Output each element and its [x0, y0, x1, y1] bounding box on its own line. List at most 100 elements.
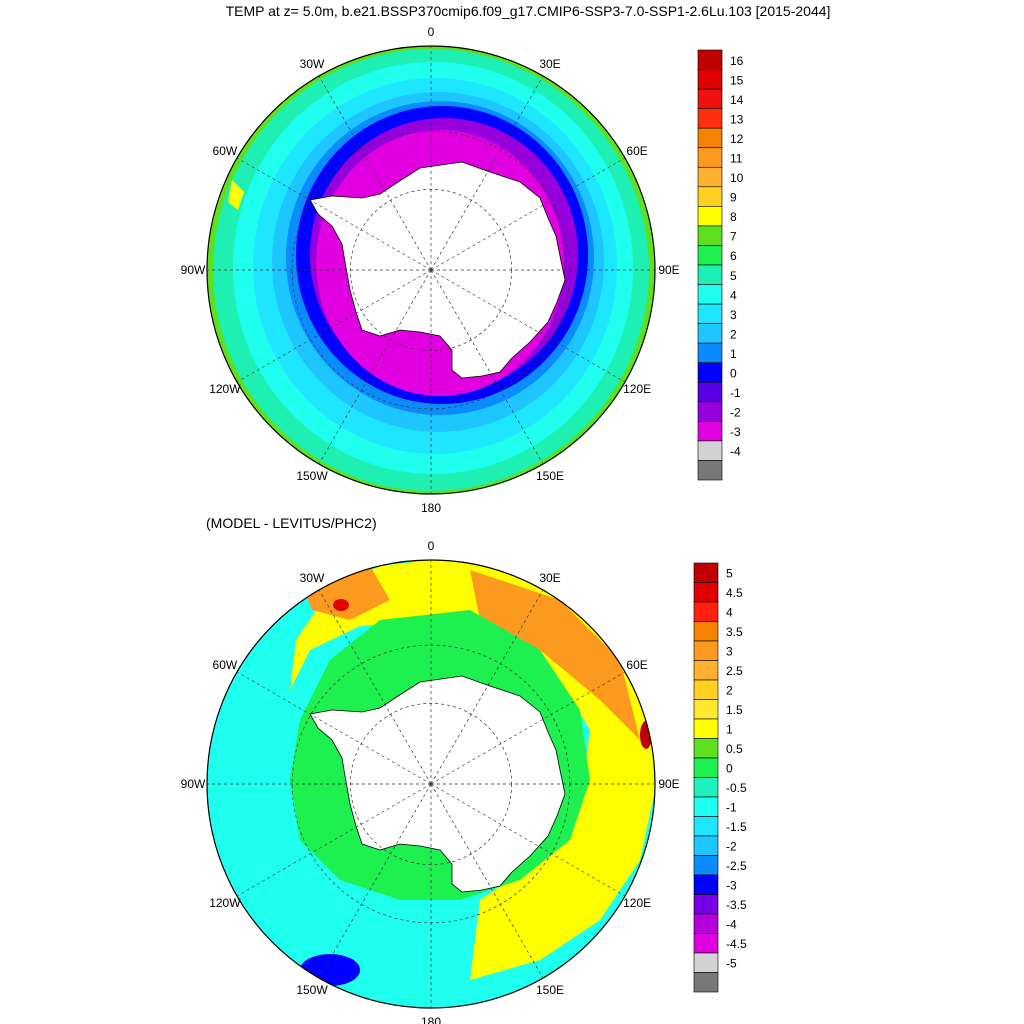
colorbar-label: 0.5 — [726, 742, 743, 756]
field-red-spot — [333, 599, 349, 611]
map-graticule — [207, 560, 655, 1008]
longitude-label: 0 — [428, 25, 435, 39]
colorbar-swatch — [693, 913, 719, 934]
colorbar-label: 3.5 — [726, 625, 743, 639]
colorbar-label: 7 — [730, 230, 737, 244]
colorbar-swatch — [697, 421, 723, 442]
colorbar-label: 9 — [730, 191, 737, 205]
longitude-label: 60W — [213, 658, 238, 672]
longitude-label: 90W — [181, 777, 206, 791]
longitude-label: 60E — [626, 658, 647, 672]
colorbar-label: 4 — [726, 606, 733, 620]
meridian-line — [430, 75, 544, 271]
longitude-label: 150E — [536, 469, 564, 483]
colorbar-label: 4.5 — [726, 586, 743, 600]
meridian-line — [430, 589, 544, 785]
colorbar-swatch — [693, 738, 719, 759]
longitude-label: 120E — [623, 896, 651, 910]
colorbar-swatch — [697, 303, 723, 324]
colorbar-label: -3 — [730, 425, 741, 439]
colorbar-swatch — [693, 796, 719, 817]
colorbar-swatch — [697, 69, 723, 90]
colorbar-label: 1 — [730, 347, 737, 361]
colorbar-label: -0.5 — [726, 781, 747, 795]
longitude-label: 30E — [539, 57, 560, 71]
colorbar-swatch — [693, 582, 719, 603]
colorbar: 5 4.5 4 3.5 3 2.5 2 1.5 1 0.5 0 -0.5 -1 -1.5 -2 -2.5 -3 -… — [693, 562, 747, 993]
colorbar-label: -4.5 — [726, 937, 747, 951]
colorbar-swatch — [693, 699, 719, 720]
colorbar-swatch — [693, 640, 719, 661]
colorbar-swatch — [693, 816, 719, 837]
colorbar-swatch — [697, 127, 723, 149]
colorbar-label: 1 — [726, 723, 733, 737]
colorbar-swatch — [693, 894, 719, 915]
meridian-line — [430, 269, 626, 383]
temperature-map — [207, 46, 655, 494]
colorbar-swatch — [693, 874, 719, 895]
longitude-label: 30W — [300, 571, 325, 585]
colorbar-label: 2 — [726, 684, 733, 698]
colorbar-label: 0 — [730, 366, 737, 380]
colorbar-label: 16 — [730, 54, 744, 68]
longitude-label: 90E — [658, 777, 679, 791]
colorbar-swatch — [697, 401, 723, 422]
longitude-labels: 0 30E 60E 90E 120E 150E 180 150W 120W 90W 60W 30W — [181, 539, 680, 1024]
meridian-line — [236, 269, 432, 383]
meridian-line — [236, 671, 432, 785]
longitude-label: 90E — [658, 263, 679, 277]
colorbar-label: 15 — [730, 73, 744, 87]
colorbar-label: -1 — [726, 801, 737, 815]
colorbar-swatch — [697, 147, 723, 168]
colorbar-label: -4 — [730, 445, 741, 459]
colorbar-swatch — [697, 49, 723, 70]
colorbar-swatch — [697, 342, 723, 364]
longitude-labels: 0 30E 60E 90E 120E 150E 180 150W 120W 90W 60W 30W — [181, 25, 680, 515]
warm-patch-southamerica — [228, 180, 244, 210]
colorbar-swatch — [697, 166, 723, 188]
colorbar-label: 3 — [726, 645, 733, 659]
field-warm-patch — [510, 902, 550, 922]
colorbar-swatch — [693, 972, 719, 993]
longitude-label: 30W — [300, 57, 325, 71]
colorbar-label: 6 — [730, 249, 737, 263]
field-red-spot-east — [640, 721, 652, 749]
colorbar-swatch — [697, 440, 723, 461]
colorbar-label: 11 — [730, 151, 743, 165]
colorbar-label: -2 — [730, 406, 741, 420]
colorbar-swatch — [693, 660, 719, 681]
panel-temperature: TEMP at z= 5.0m, b.e21.BSSP370cmip6.f09_… — [181, 3, 831, 515]
meridian-line — [430, 157, 626, 271]
longitude-label: 60W — [213, 144, 238, 158]
colorbar-swatch — [693, 601, 719, 622]
colorbar-swatch — [693, 718, 719, 739]
colorbar-swatch — [693, 562, 719, 583]
colorbar-label: -3 — [726, 879, 737, 893]
longitude-label: 120E — [623, 382, 651, 396]
longitude-label: 180 — [421, 1015, 441, 1024]
chart-subtitle: (MODEL - LEVITUS/PHC2) — [206, 515, 377, 531]
colorbar-label: -1.5 — [726, 820, 747, 834]
colorbar-label: 1.5 — [726, 703, 743, 717]
longitude-label: 120W — [209, 896, 241, 910]
colorbar-swatch — [697, 206, 723, 227]
longitude-label: 120W — [209, 382, 241, 396]
colorbar-swatch — [697, 186, 723, 207]
longitude-label: 0 — [428, 539, 435, 553]
meridian-line — [430, 269, 544, 465]
colorbar-swatch — [693, 933, 719, 954]
colorbar-label: -1 — [730, 386, 741, 400]
colorbar-label: 2.5 — [726, 664, 743, 678]
colorbar-label: -2.5 — [726, 859, 747, 873]
longitude-label: 150W — [296, 983, 328, 997]
meridian-line — [236, 783, 432, 897]
panel-difference: (MODEL - LEVITUS/PHC2) 030E60E90E120E150… — [181, 515, 747, 1024]
longitude-label: 60E — [626, 144, 647, 158]
colorbar-swatch — [693, 679, 719, 700]
longitude-label: 150W — [296, 469, 328, 483]
colorbar-label: 14 — [730, 93, 744, 107]
colorbar-swatch — [697, 88, 723, 109]
colorbar-label: 5 — [726, 567, 733, 581]
colorbar-swatch — [697, 264, 723, 285]
